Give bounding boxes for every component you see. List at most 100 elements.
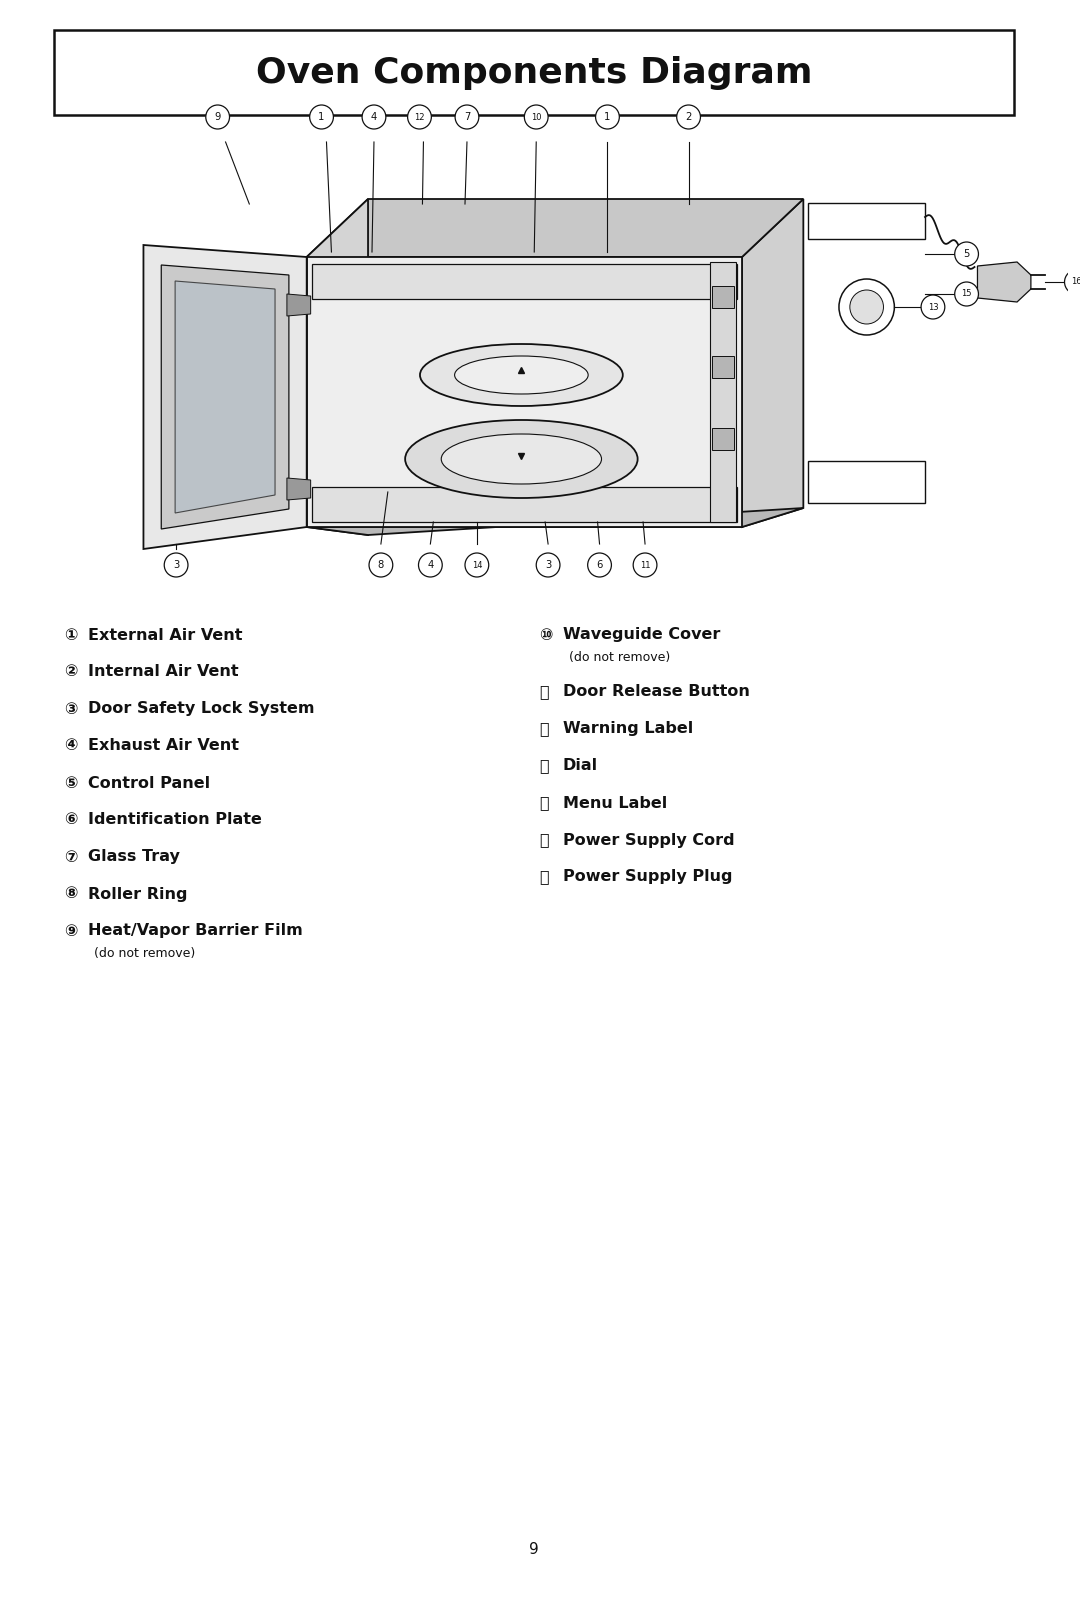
Ellipse shape	[455, 357, 589, 394]
Circle shape	[310, 104, 334, 129]
Circle shape	[206, 104, 230, 129]
Polygon shape	[307, 199, 804, 257]
Circle shape	[850, 289, 883, 325]
Circle shape	[418, 553, 442, 577]
Text: 14: 14	[472, 561, 482, 569]
Polygon shape	[144, 244, 307, 550]
Circle shape	[455, 104, 478, 129]
Text: Exhaust Air Vent: Exhaust Air Vent	[89, 739, 239, 754]
Circle shape	[595, 104, 619, 129]
Text: Dial: Dial	[563, 759, 598, 773]
FancyBboxPatch shape	[808, 461, 926, 503]
FancyBboxPatch shape	[808, 202, 926, 239]
Text: 15: 15	[961, 289, 972, 299]
Text: 6: 6	[596, 559, 603, 570]
Text: 5: 5	[963, 249, 970, 259]
Polygon shape	[175, 281, 275, 513]
Text: 1: 1	[605, 112, 610, 122]
Text: 10: 10	[531, 112, 541, 122]
Circle shape	[537, 553, 559, 577]
Polygon shape	[287, 477, 311, 500]
Text: Roller Ring: Roller Ring	[89, 887, 188, 902]
Circle shape	[1065, 270, 1080, 294]
Polygon shape	[161, 265, 288, 529]
Circle shape	[921, 296, 945, 320]
Text: 9: 9	[529, 1541, 539, 1557]
Text: ②: ②	[65, 665, 78, 680]
Polygon shape	[977, 262, 1031, 302]
Circle shape	[369, 553, 393, 577]
Text: Power Supply Plug: Power Supply Plug	[563, 869, 732, 884]
Circle shape	[955, 281, 978, 305]
FancyBboxPatch shape	[711, 262, 737, 522]
FancyBboxPatch shape	[312, 264, 737, 299]
Text: Oven Components Diagram: Oven Components Diagram	[256, 56, 812, 90]
Text: 4: 4	[428, 559, 433, 570]
Text: ①: ①	[65, 627, 78, 643]
Text: (do not remove): (do not remove)	[569, 651, 670, 664]
Ellipse shape	[442, 434, 602, 484]
Circle shape	[164, 553, 188, 577]
Text: 2: 2	[686, 112, 692, 122]
Text: 7: 7	[463, 112, 470, 122]
Text: 3: 3	[173, 559, 179, 570]
Text: 8: 8	[378, 559, 384, 570]
Text: Glass Tray: Glass Tray	[89, 850, 180, 865]
Text: ⑩: ⑩	[539, 627, 553, 643]
Polygon shape	[307, 257, 742, 527]
Text: ④: ④	[65, 739, 78, 754]
Circle shape	[588, 553, 611, 577]
Text: ⑥: ⑥	[65, 813, 78, 828]
Polygon shape	[307, 199, 368, 535]
FancyBboxPatch shape	[713, 427, 734, 450]
Circle shape	[362, 104, 386, 129]
Text: ⑦: ⑦	[65, 850, 78, 865]
Text: ⑧: ⑧	[65, 887, 78, 902]
Text: ⑫: ⑫	[539, 722, 549, 736]
Text: Door Safety Lock System: Door Safety Lock System	[89, 702, 314, 717]
Polygon shape	[307, 508, 804, 535]
Text: Control Panel: Control Panel	[89, 776, 211, 791]
FancyBboxPatch shape	[312, 487, 737, 522]
Ellipse shape	[420, 344, 623, 407]
Text: ⑮: ⑮	[539, 832, 549, 847]
Circle shape	[465, 553, 489, 577]
FancyBboxPatch shape	[713, 357, 734, 378]
FancyBboxPatch shape	[54, 31, 1014, 116]
Text: Door Release Button: Door Release Button	[563, 685, 750, 699]
Text: Warning Label: Warning Label	[563, 722, 693, 736]
Text: 13: 13	[928, 302, 939, 312]
Text: 4: 4	[370, 112, 377, 122]
Text: ⑤: ⑤	[65, 776, 78, 791]
Text: Menu Label: Menu Label	[563, 795, 667, 810]
Text: Power Supply Cord: Power Supply Cord	[563, 832, 734, 847]
Text: 12: 12	[415, 112, 424, 122]
Text: ⑯: ⑯	[539, 869, 549, 884]
Text: ⑭: ⑭	[539, 795, 549, 810]
Text: 16: 16	[1071, 278, 1080, 286]
Circle shape	[525, 104, 548, 129]
Polygon shape	[742, 199, 804, 527]
Text: Internal Air Vent: Internal Air Vent	[89, 665, 239, 680]
Text: Heat/Vapor Barrier Film: Heat/Vapor Barrier Film	[89, 924, 302, 938]
Text: Identification Plate: Identification Plate	[89, 813, 262, 828]
Circle shape	[407, 104, 431, 129]
Circle shape	[633, 553, 657, 577]
Circle shape	[955, 243, 978, 267]
Text: ⑬: ⑬	[539, 759, 549, 773]
Text: 9: 9	[215, 112, 220, 122]
Circle shape	[677, 104, 701, 129]
Text: External Air Vent: External Air Vent	[89, 627, 243, 643]
Text: ⑨: ⑨	[65, 924, 78, 938]
Text: ③: ③	[65, 702, 78, 717]
Text: ⑪: ⑪	[539, 685, 549, 699]
Ellipse shape	[405, 419, 637, 498]
FancyBboxPatch shape	[713, 286, 734, 309]
Text: 3: 3	[545, 559, 551, 570]
Text: 1: 1	[319, 112, 325, 122]
Text: (do not remove): (do not remove)	[94, 947, 195, 959]
Text: 11: 11	[639, 561, 650, 569]
Text: Waveguide Cover: Waveguide Cover	[563, 627, 720, 643]
Circle shape	[839, 280, 894, 334]
Polygon shape	[287, 294, 311, 317]
